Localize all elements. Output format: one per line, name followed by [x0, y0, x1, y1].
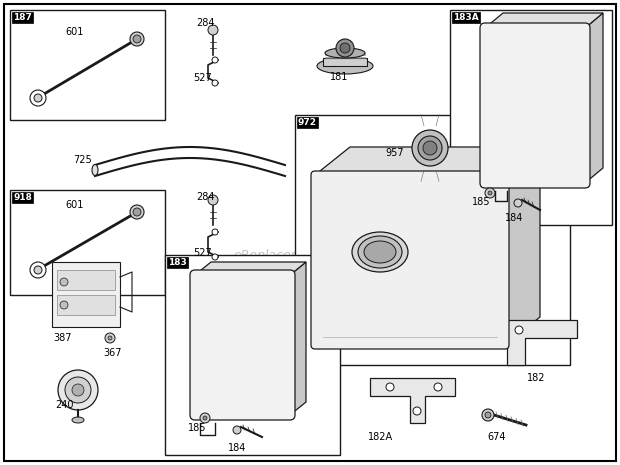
Circle shape [482, 409, 494, 421]
Text: 674: 674 [487, 432, 505, 442]
Polygon shape [485, 13, 603, 28]
Circle shape [60, 301, 68, 309]
Circle shape [203, 416, 207, 420]
Circle shape [30, 90, 46, 106]
Text: 527: 527 [193, 73, 212, 83]
Circle shape [423, 141, 437, 155]
Text: 284: 284 [196, 192, 215, 202]
Polygon shape [323, 58, 367, 66]
Circle shape [105, 333, 115, 343]
Circle shape [58, 370, 98, 410]
Text: 601: 601 [65, 27, 83, 37]
Circle shape [208, 25, 218, 35]
Circle shape [488, 191, 492, 195]
Circle shape [386, 383, 394, 391]
Circle shape [34, 266, 42, 274]
Bar [57, 270, 115, 290]
Circle shape [485, 412, 491, 418]
Circle shape [108, 336, 112, 340]
Circle shape [65, 377, 91, 403]
FancyBboxPatch shape [190, 270, 295, 420]
Polygon shape [290, 262, 306, 415]
Text: 240: 240 [55, 400, 74, 410]
Text: 187: 187 [13, 13, 32, 22]
Circle shape [485, 188, 495, 198]
Circle shape [515, 326, 523, 334]
Polygon shape [505, 147, 540, 345]
Text: 284: 284 [196, 18, 215, 28]
Bar [57, 295, 115, 315]
Circle shape [233, 426, 241, 434]
Circle shape [418, 136, 442, 160]
Polygon shape [195, 262, 306, 275]
Text: 184: 184 [505, 213, 523, 223]
Circle shape [413, 407, 421, 415]
Ellipse shape [352, 232, 408, 272]
Text: 387: 387 [53, 333, 71, 343]
Circle shape [72, 384, 84, 396]
Bar [165, 255, 340, 455]
Text: 918: 918 [13, 193, 32, 202]
Text: 957: 957 [385, 148, 404, 158]
Circle shape [133, 35, 141, 43]
Circle shape [30, 262, 46, 278]
Bar [450, 10, 612, 225]
Circle shape [514, 199, 522, 207]
Text: 181: 181 [330, 72, 348, 82]
Text: eReplacementParts.com: eReplacementParts.com [234, 248, 386, 261]
Circle shape [212, 57, 218, 63]
Circle shape [130, 32, 144, 46]
Polygon shape [585, 13, 603, 183]
Circle shape [434, 383, 442, 391]
Bar [295, 115, 570, 365]
Text: 183A: 183A [453, 13, 479, 22]
Polygon shape [507, 320, 577, 365]
Circle shape [412, 130, 448, 166]
Circle shape [133, 208, 141, 216]
Circle shape [336, 39, 354, 57]
Text: 367: 367 [103, 348, 122, 358]
Ellipse shape [72, 417, 84, 423]
Text: 725: 725 [73, 155, 92, 165]
Text: 601: 601 [65, 200, 83, 210]
FancyBboxPatch shape [311, 171, 509, 349]
Ellipse shape [92, 165, 98, 175]
Ellipse shape [358, 236, 402, 268]
Text: 182A: 182A [368, 432, 393, 442]
Text: 185: 185 [188, 423, 206, 433]
Text: 185: 185 [472, 197, 490, 207]
Circle shape [208, 195, 218, 205]
Circle shape [200, 413, 210, 423]
Bar [10, 10, 165, 120]
FancyBboxPatch shape [480, 23, 590, 188]
Circle shape [60, 278, 68, 286]
Text: 527: 527 [193, 248, 212, 258]
Bar [52, 262, 120, 327]
Circle shape [130, 205, 144, 219]
Polygon shape [370, 378, 455, 423]
Ellipse shape [325, 48, 365, 58]
Bar [10, 190, 165, 295]
Ellipse shape [317, 58, 373, 74]
Polygon shape [315, 147, 540, 175]
Text: 183: 183 [168, 258, 187, 267]
Text: 182: 182 [527, 373, 546, 383]
Circle shape [212, 254, 218, 260]
Circle shape [340, 43, 350, 53]
Circle shape [34, 94, 42, 102]
Text: 184: 184 [228, 443, 246, 453]
Text: 972: 972 [298, 118, 317, 127]
Circle shape [212, 80, 218, 86]
Circle shape [212, 229, 218, 235]
Ellipse shape [364, 241, 396, 263]
